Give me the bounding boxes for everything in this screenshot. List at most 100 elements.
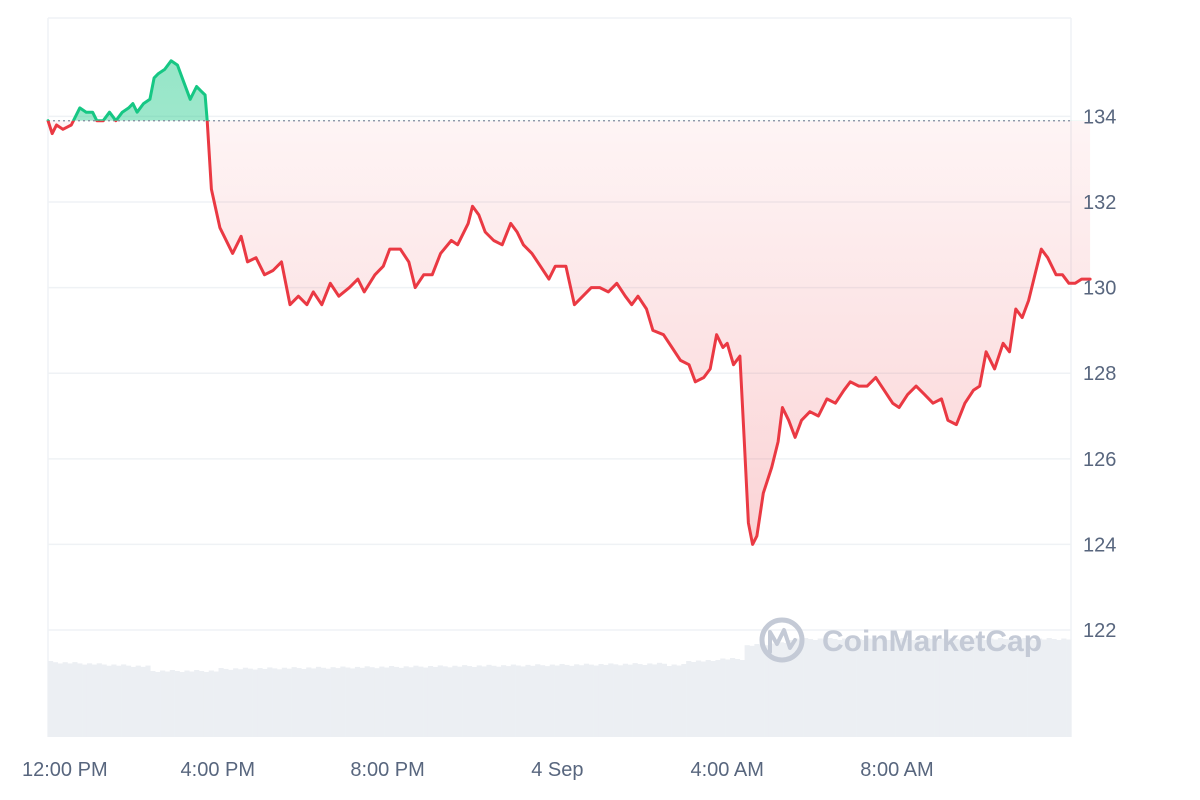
volume-bar	[403, 666, 409, 737]
volume-bar	[174, 671, 180, 737]
volume-bar	[121, 664, 127, 737]
volume-bar	[462, 665, 468, 737]
volume-bar	[530, 665, 536, 737]
volume-bar	[350, 668, 356, 737]
volume-bar	[91, 664, 98, 737]
volume-bar	[447, 667, 453, 737]
volume-bar	[905, 639, 911, 737]
volume-bar	[218, 667, 224, 737]
volume-bar	[276, 669, 283, 737]
volume-bar	[1046, 638, 1052, 737]
x-axis-ticks: 12:00 PM 4:00 PM 8:00 PM 4 Sep 4:00 AM 8:00 A…	[22, 759, 934, 781]
volume-bar	[549, 664, 555, 737]
volume-bar	[983, 640, 989, 737]
volume-bar	[369, 667, 375, 737]
volume-bar	[613, 664, 619, 737]
volume-bar	[296, 668, 302, 737]
volume-bar	[291, 667, 297, 737]
volume-bar	[768, 643, 775, 737]
volume-bar	[169, 670, 175, 737]
volume-bar	[203, 672, 210, 737]
volume-bar	[72, 662, 78, 737]
watermark-text: CoinMarketCap	[822, 625, 1042, 658]
volume-bar	[457, 666, 463, 737]
volume-bar	[452, 665, 458, 737]
volume-bar	[481, 666, 487, 737]
volume-bar	[520, 666, 526, 737]
volume-bar	[730, 658, 736, 737]
volume-bar	[803, 638, 809, 737]
volume-bar	[700, 661, 706, 737]
volume-bar	[408, 667, 414, 737]
volume-bar	[881, 639, 887, 737]
volume-bar	[725, 659, 731, 737]
volume-bar	[895, 639, 901, 737]
volume-bar	[135, 665, 141, 737]
volume-bar	[832, 639, 838, 737]
volume-bar	[627, 664, 633, 737]
volume-bar	[389, 665, 395, 737]
y-axis-ticks: 122 124 126 128 130 132 134	[1083, 106, 1116, 642]
volume-bar	[924, 638, 931, 737]
volume-bar	[817, 638, 823, 737]
volume-bar	[501, 665, 507, 737]
y-tick-label: 126	[1083, 449, 1116, 471]
volume-bar	[145, 665, 151, 737]
y-tick-label: 124	[1083, 534, 1116, 556]
volume-bar	[554, 665, 560, 737]
volume-bar	[968, 639, 974, 737]
volume-bar	[281, 667, 287, 737]
volume-bar	[491, 665, 497, 737]
volume-bar	[374, 668, 380, 737]
price-area	[48, 60, 1091, 545]
volume-bar	[345, 667, 351, 737]
volume-bar	[301, 669, 307, 737]
volume-bar	[1041, 639, 1047, 737]
volume-bar	[652, 664, 658, 737]
volume-bar	[86, 663, 93, 737]
volume-bar	[885, 640, 892, 737]
volume-bar	[837, 640, 843, 737]
watermark: CoinMarketCap	[759, 617, 1042, 663]
volume-bar	[427, 666, 434, 737]
volume-bar	[306, 667, 312, 737]
volume-bar	[1012, 638, 1018, 737]
volume-bar	[1017, 639, 1023, 737]
volume-bar	[228, 669, 234, 737]
volume-bar	[535, 664, 541, 737]
volume-bar	[208, 670, 214, 737]
volume-bar	[890, 638, 896, 737]
volume-bar	[96, 663, 102, 737]
volume-bar	[1027, 639, 1033, 737]
volume-bar	[471, 667, 477, 737]
volume-bar	[398, 667, 404, 737]
volume-bar	[827, 638, 833, 737]
volume-bar	[379, 666, 385, 737]
volume-bar	[744, 645, 750, 737]
volume-bar	[267, 667, 273, 737]
volume-bar	[155, 672, 161, 737]
volume-bar	[111, 664, 117, 737]
volume-bar	[583, 663, 590, 737]
volume-bar	[593, 665, 599, 737]
volume-bar	[237, 669, 244, 737]
volume-bar	[963, 638, 969, 737]
x-tick-label: 4:00 AM	[690, 759, 763, 781]
volume-bar	[48, 661, 54, 737]
y-tick-label: 130	[1083, 278, 1116, 300]
volume-bar	[944, 639, 950, 737]
volume-bar	[515, 665, 521, 737]
volume-bar	[505, 666, 512, 737]
volume-bar	[973, 638, 979, 737]
volume-bar	[340, 666, 346, 737]
y-tick-label: 128	[1083, 363, 1116, 385]
volume-bar	[106, 665, 112, 737]
volume-bar	[77, 663, 83, 737]
volume-bar	[578, 665, 585, 737]
price-line	[46, 59, 1092, 546]
volume-bar	[466, 666, 473, 737]
volume-bar	[773, 644, 780, 737]
volume-bar	[686, 661, 692, 737]
volume-bar	[603, 664, 609, 737]
